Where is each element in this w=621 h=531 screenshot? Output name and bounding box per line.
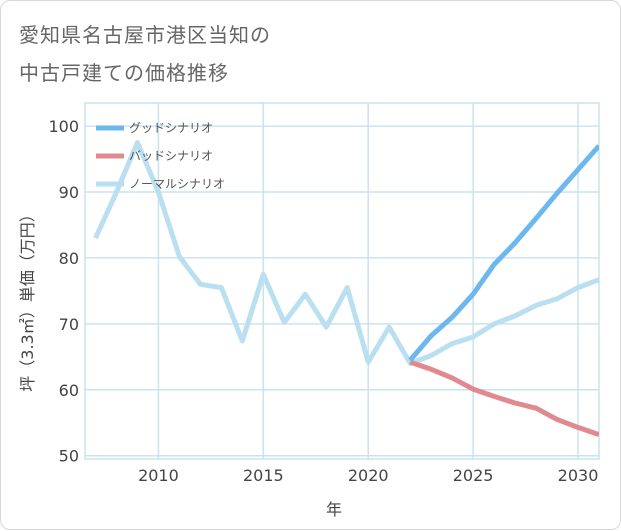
tick-labels: 2010 2015 2020 2025 2030 50 60 70 80 90 100 — [48, 117, 598, 485]
x-tick-label: 2010 — [138, 466, 179, 485]
series-line-bad — [409, 359, 599, 437]
y-tick-label: 50 — [59, 447, 79, 466]
x-axis-label: 年 — [326, 500, 342, 519]
y-axis-label: 坪（3.3㎡）単価（万円） — [18, 206, 37, 391]
x-tick-label: 2025 — [453, 466, 494, 485]
chart-title-line-1: 愛知県名古屋市港区当知の — [19, 23, 271, 47]
y-tick-label: 70 — [59, 315, 79, 334]
y-tick-label: 60 — [59, 381, 79, 400]
y-tick-label: 80 — [59, 249, 79, 268]
series-line-good — [408, 144, 599, 362]
x-tick-label: 2030 — [558, 466, 599, 485]
x-tick-label: 2015 — [243, 466, 284, 485]
series-layer — [93, 140, 599, 437]
y-tick-label: 100 — [48, 117, 79, 136]
chart-title-line-2: 中古戸建ての価格推移 — [19, 61, 229, 85]
legend-label: ノーマルシナリオ — [129, 177, 225, 191]
series-line-normal — [93, 140, 599, 366]
grid-lines — [84, 102, 600, 460]
y-tick-label: 90 — [59, 183, 79, 202]
legend-label: バッドシナリオ — [129, 149, 213, 163]
x-tick-label: 2020 — [348, 466, 389, 485]
legend-label: グッドシナリオ — [129, 121, 213, 135]
